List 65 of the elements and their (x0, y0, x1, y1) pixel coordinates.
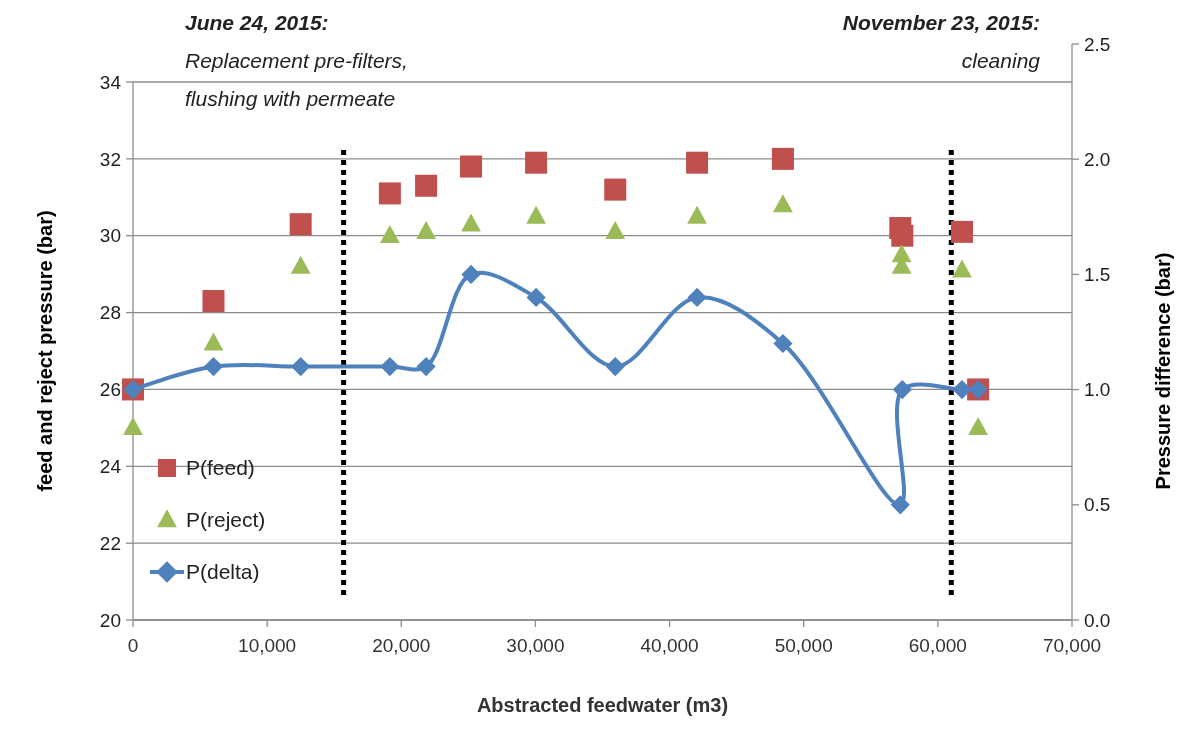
point (289, 213, 312, 236)
point (378, 182, 401, 205)
point (687, 287, 707, 308)
y-tick-label: 28 (99, 302, 121, 324)
point (951, 220, 973, 243)
text: November 23, 2015: cleaning (842, 11, 1041, 72)
point (290, 255, 311, 274)
legend-label: P(delta) (186, 560, 260, 584)
point (892, 380, 912, 400)
x-tick-label: 70,000 (1042, 635, 1102, 656)
legend-label: P(reject) (186, 508, 266, 532)
point (968, 417, 988, 436)
point (461, 213, 481, 232)
annotation: June 24, 2015: Replacement pre-filters, flushing with permeate (185, 11, 408, 110)
point (291, 356, 311, 377)
point (771, 147, 794, 170)
point (416, 221, 436, 240)
y2-tick-label: 2.5 (1084, 33, 1111, 55)
point (952, 380, 972, 400)
point (952, 259, 972, 278)
point (460, 155, 483, 178)
x-tick-label: 40,000 (640, 635, 699, 656)
y-tick-label: 26 (99, 379, 121, 401)
point (605, 221, 626, 240)
point (604, 178, 627, 201)
point (461, 264, 481, 284)
point (416, 356, 436, 377)
y-tick-label: 24 (99, 455, 122, 477)
point (891, 224, 914, 247)
point (890, 495, 910, 515)
point (773, 194, 793, 213)
y2-axis-title: Pressure difference (bar) (1152, 252, 1174, 490)
y2-tick-label: 0.0 (1084, 609, 1111, 631)
y2-tick-label: 1.5 (1084, 264, 1111, 286)
y-axis-title: feed and reject pressure (bar) (34, 210, 56, 492)
point (526, 287, 546, 308)
y-tick-label: 32 (99, 148, 121, 170)
point (203, 332, 224, 351)
point (686, 151, 709, 174)
point (687, 205, 707, 224)
point (415, 174, 438, 197)
point (203, 356, 224, 377)
x-tick-label: 60,000 (908, 635, 967, 656)
x-tick-label: 0 (127, 635, 139, 656)
point (773, 333, 793, 354)
y2-tick-label: 0.5 (1084, 494, 1111, 516)
point (202, 290, 225, 313)
x-tick-label: 50,000 (774, 635, 833, 656)
point (379, 224, 400, 243)
x-tick-label: 20,000 (372, 635, 431, 656)
y-tick-label: 20 (99, 609, 121, 631)
point (525, 151, 548, 174)
point (526, 205, 546, 224)
y-tick-label: 34 (99, 71, 122, 93)
y2-tick-label: 1.0 (1084, 379, 1111, 401)
point (605, 356, 625, 377)
x-tick-label: 10,000 (238, 635, 297, 656)
legend-label: P(feed) (186, 456, 255, 480)
y-tick-label: 30 (99, 225, 121, 247)
y-tick-label: 22 (99, 532, 121, 554)
y2-tick-label: 2.0 (1084, 148, 1111, 170)
point (123, 417, 143, 436)
x-tick-label: 30,000 (506, 635, 565, 656)
x-axis-title: Abstracted feedwater (m3) (476, 694, 729, 716)
point (380, 356, 400, 377)
